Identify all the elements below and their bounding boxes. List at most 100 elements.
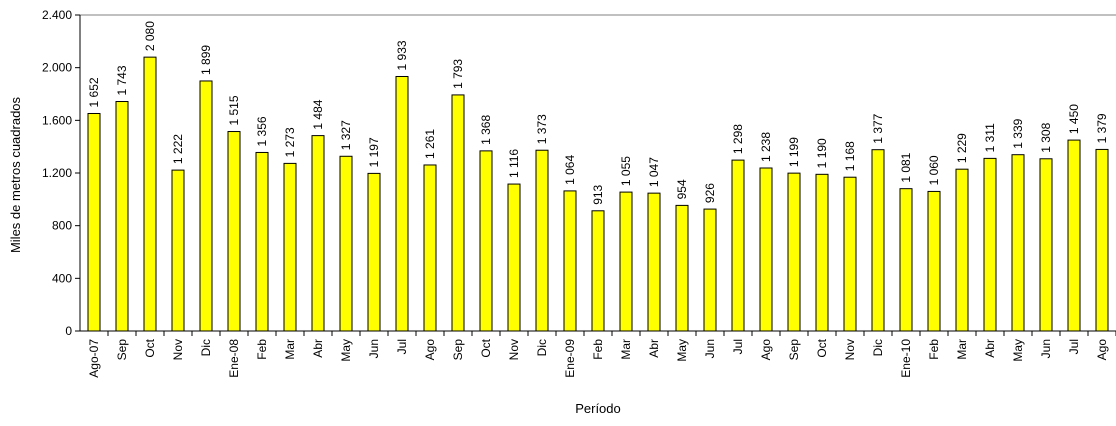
bar xyxy=(983,157,997,332)
x-tick-label: May xyxy=(675,339,689,362)
bar xyxy=(451,94,465,332)
bar xyxy=(1011,154,1025,332)
bar xyxy=(87,112,101,332)
data-label: 1 273 xyxy=(283,127,297,157)
y-tick-label: 1.200 xyxy=(42,166,72,180)
data-label: 1 368 xyxy=(479,115,493,145)
x-tick-label: Jun xyxy=(703,339,717,358)
bar xyxy=(311,135,325,332)
data-label: 1 793 xyxy=(451,59,465,89)
bar xyxy=(787,172,801,332)
data-label: 1 652 xyxy=(87,77,101,107)
x-tick-label: Mar xyxy=(619,339,633,360)
x-tick-label: Nov xyxy=(843,339,857,360)
bar xyxy=(955,168,969,332)
x-tick-label: Jul xyxy=(1067,339,1081,354)
data-label: 1 197 xyxy=(367,137,381,167)
bar xyxy=(815,173,829,332)
data-label: 1 199 xyxy=(787,137,801,167)
y-tick-label: 2.400 xyxy=(42,8,72,22)
data-label: 1 743 xyxy=(115,65,129,95)
bar xyxy=(115,101,129,332)
bar xyxy=(843,176,857,332)
bar xyxy=(647,192,661,332)
x-tick-label: Ene-08 xyxy=(227,339,241,378)
y-tick-label: 400 xyxy=(52,271,72,285)
x-tick-label: May xyxy=(339,339,353,362)
data-labels: 1 652 1 743 2 080 1 222 1 899 1 515 1 356 1 273… xyxy=(87,21,1109,205)
data-label: 1 238 xyxy=(759,132,773,162)
x-tick-label: Oct xyxy=(143,338,157,357)
x-tick-label: Mar xyxy=(955,339,969,360)
bar xyxy=(1095,148,1109,332)
data-label: 1 060 xyxy=(927,155,941,185)
data-label: 1 311 xyxy=(983,123,997,152)
data-label: 1 055 xyxy=(619,156,633,186)
x-tick-label: Feb xyxy=(255,339,269,360)
y-axis: 0 400 800 1.200 1.600 2.000 2.400 xyxy=(42,8,1116,338)
bar xyxy=(423,164,437,332)
bar xyxy=(563,190,577,332)
bar xyxy=(871,149,885,332)
bar xyxy=(899,188,913,332)
bar xyxy=(255,151,269,332)
x-tick-label: Ene-10 xyxy=(899,339,913,378)
x-tick-label: Dic xyxy=(871,339,885,356)
x-tick-label: Sep xyxy=(115,339,129,361)
bar xyxy=(395,75,409,332)
data-label: 1 081 xyxy=(899,152,913,182)
bar xyxy=(1067,139,1081,332)
bar xyxy=(479,150,493,332)
x-tick-label: Sep xyxy=(451,339,465,361)
bar xyxy=(143,56,157,332)
x-tick-label: Nov xyxy=(171,339,185,360)
data-label: 1 222 xyxy=(171,134,185,164)
bar xyxy=(731,159,745,332)
data-label: 1 261 xyxy=(423,129,437,159)
bar xyxy=(927,190,941,332)
x-axis-title: Período xyxy=(575,401,621,416)
x-tick-label: Abr xyxy=(647,339,661,358)
x-tick-label: Jul xyxy=(395,339,409,354)
y-tick-label: 800 xyxy=(52,219,72,233)
data-label: 1 229 xyxy=(955,133,969,163)
x-tick-label: Jul xyxy=(731,339,745,354)
bar xyxy=(367,172,381,332)
y-tick-label: 0 xyxy=(65,324,72,338)
x-tick-label: Feb xyxy=(927,339,941,360)
data-label: 1 450 xyxy=(1067,104,1081,134)
x-tick-label: Abr xyxy=(983,339,997,358)
x-tick-label: Sep xyxy=(787,339,801,361)
data-label: 926 xyxy=(703,183,717,203)
x-tick-label: Oct xyxy=(815,338,829,357)
x-tick-label: Ago xyxy=(423,339,437,361)
x-tick-label: Jun xyxy=(367,339,381,358)
data-label: 2 080 xyxy=(143,21,157,51)
x-axis: Ago-07 Sep Oct Nov Dic Ene-08 Feb Mar Abr May Jun J… xyxy=(80,330,1116,378)
data-label: 1 377 xyxy=(871,113,885,143)
data-label: 1 339 xyxy=(1011,118,1025,148)
data-label: 1 116 xyxy=(507,149,521,178)
data-label: 1 047 xyxy=(647,157,661,187)
data-label: 1 064 xyxy=(563,155,577,185)
data-label: 1 308 xyxy=(1039,122,1053,152)
y-axis-title: Miles de metros cuadrados xyxy=(8,96,23,253)
x-tick-label: Ago xyxy=(1095,339,1109,361)
bars xyxy=(87,56,1109,332)
bar xyxy=(1039,158,1053,332)
data-label: 1 515 xyxy=(227,95,241,125)
x-tick-label: Ago-07 xyxy=(87,339,101,378)
x-tick-label: Jun xyxy=(1039,339,1053,358)
data-label: 1 298 xyxy=(731,124,745,154)
data-label: 1 168 xyxy=(843,141,857,171)
data-label: 954 xyxy=(675,179,689,199)
bar xyxy=(675,204,689,332)
data-label: 1 899 xyxy=(199,45,213,75)
x-tick-label: Abr xyxy=(311,339,325,358)
x-tick-label: May xyxy=(1011,339,1025,362)
data-label: 1 327 xyxy=(339,120,353,150)
bar xyxy=(619,191,633,332)
bar xyxy=(339,155,353,332)
